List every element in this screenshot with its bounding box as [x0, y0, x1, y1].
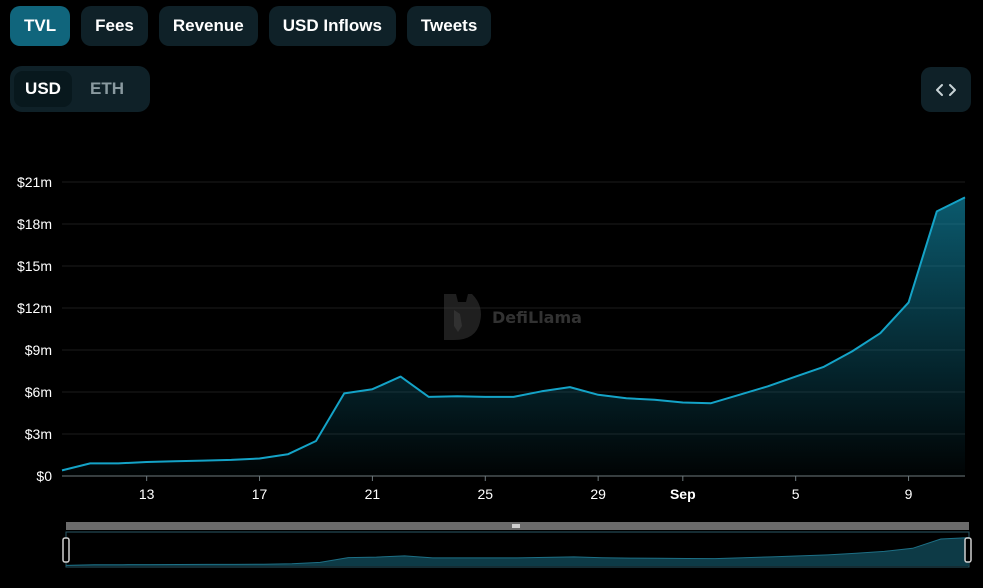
x-tick-label: 21 [365, 486, 381, 502]
tab-fees[interactable]: Fees [81, 6, 148, 46]
chart-axes: $0 $3m $6m $9m $12m $15m $18m $21m 13 17 21 25 29 Sep… [17, 174, 965, 502]
usd-option[interactable]: USD [14, 71, 72, 107]
brush-line [65, 537, 970, 566]
brush-grip[interactable] [512, 524, 520, 528]
y-tick-label: $18m [17, 216, 52, 232]
metric-tabs: TVL Fees Revenue USD Inflows Tweets [10, 6, 492, 46]
llama-logo-icon [444, 294, 481, 340]
x-tick-label: 13 [139, 486, 155, 502]
x-tick-label: 9 [905, 486, 913, 502]
tab-tvl[interactable]: TVL [10, 6, 71, 46]
x-tick-label: 25 [477, 486, 493, 502]
y-tick-label: $3m [25, 426, 52, 442]
code-brackets-icon [936, 83, 956, 96]
brush-handle-left[interactable] [62, 537, 70, 563]
range-brush[interactable] [0, 518, 983, 570]
chart-grid [62, 181, 965, 477]
tab-usd-inflows[interactable]: USD Inflows [268, 6, 396, 46]
x-tick-label: 5 [792, 486, 800, 502]
y-tick-label: $21m [17, 174, 52, 190]
y-tick-label: $0 [36, 468, 52, 484]
x-tick-label: 29 [590, 486, 606, 502]
watermark: DefiLlama [440, 292, 582, 342]
tab-tweets[interactable]: Tweets [406, 6, 492, 46]
embed-button[interactable] [921, 67, 971, 112]
y-tick-label: $9m [25, 342, 52, 358]
tvl-area-fill [62, 197, 965, 476]
brush-area [66, 537, 969, 566]
brush-handle-right[interactable] [964, 537, 972, 563]
watermark-text: DefiLlama [492, 307, 582, 327]
x-tick-label: Sep [670, 486, 696, 502]
eth-option[interactable]: ETH [90, 79, 124, 98]
y-tick-label: $6m [25, 384, 52, 400]
brush-preview [65, 537, 970, 566]
chart-area [61, 196, 966, 476]
x-tick-label: 17 [252, 486, 268, 502]
y-tick-label: $15m [17, 258, 52, 274]
denomination-toggle: USD ETH [10, 66, 150, 112]
tvl-chart: $0 $3m $6m $9m $12m $15m $18m $21m 13 17 21 25 29 Sep… [17, 174, 966, 502]
y-tick-label: $12m [17, 300, 52, 316]
tab-revenue[interactable]: Revenue [158, 6, 258, 46]
